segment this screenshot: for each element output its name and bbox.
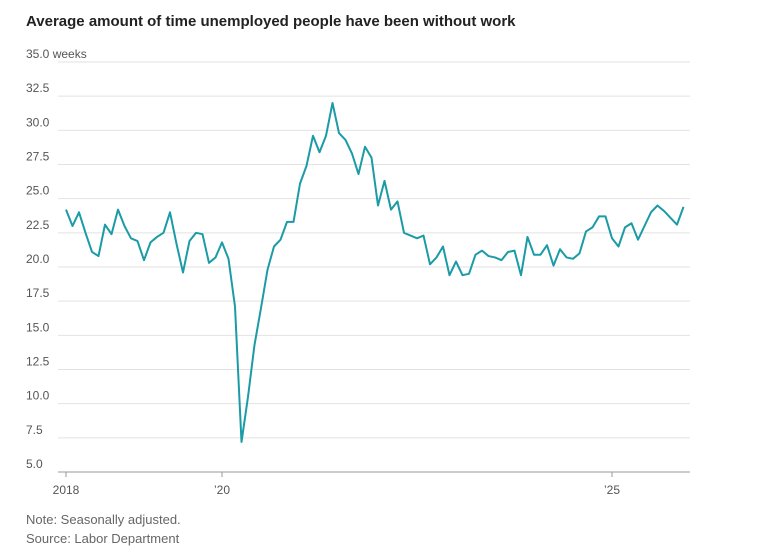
y-tick-label: 20.0 [26,252,50,266]
source: Source: Labor Department [26,531,180,546]
x-tick-label: ’25 [604,483,620,497]
x-tick-label: ’20 [214,483,230,497]
y-tick-label: 15.0 [26,320,50,334]
y-tick-label: 12.5 [26,355,50,369]
line [65,102,685,443]
y-tick-label: 35.0 weeks [26,47,87,61]
y-tick-label: 5.0 [26,457,43,471]
chart-title: Average amount of time unemployed people… [26,13,516,30]
y-tick-label: 27.5 [26,150,50,164]
y-tick-label: 32.5 [26,81,50,95]
y-tick-label: 7.5 [26,423,43,437]
x-tick-label: 2018 [53,483,80,497]
y-tick-label: 30.0 [26,115,50,129]
y-tick-label: 17.5 [26,286,50,300]
y-tick-label: 22.5 [26,218,50,232]
y-tick-label: 10.0 [26,389,50,403]
note: Note: Seasonally adjusted. [26,512,181,527]
y-tick-label: 25.0 [26,184,50,198]
